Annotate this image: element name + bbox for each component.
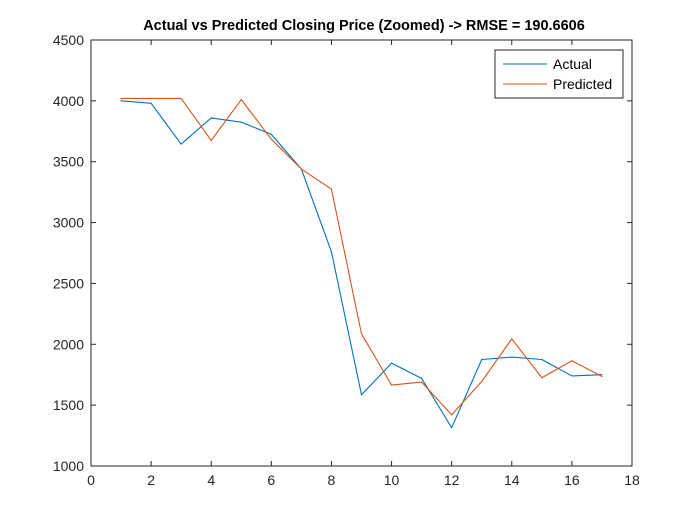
data-point-predicted [481,380,483,383]
series-layer [120,97,603,429]
data-point-predicted [451,414,453,416]
data-point-predicted [541,377,543,379]
data-point-actual [511,356,513,358]
axes-box [90,39,633,467]
x-tick-label: 10 [384,472,400,488]
data-point-actual [451,427,453,429]
data-point-actual [360,394,363,396]
y-tick-label: 4000 [53,93,84,109]
x-tick-label: 4 [207,472,215,488]
legend-label-predicted: Predicted [553,76,612,92]
y-tick-label: 2500 [53,275,84,291]
y-tick-label: 3000 [53,215,84,231]
data-point-actual [240,121,242,123]
data-point-predicted [120,97,122,100]
legend-box [494,49,624,99]
data-point-actual [180,143,182,145]
data-point-predicted [300,168,302,170]
data-point-predicted [601,375,603,378]
data-point-actual [421,377,423,379]
data-point-actual [330,251,333,253]
data-point-predicted [390,384,393,386]
data-point-predicted [421,381,423,383]
data-point-actual [571,375,573,377]
x-tick-label: 12 [444,472,460,488]
y-tick-label: 1000 [53,458,84,474]
plot-area [91,40,632,466]
data-point-actual [481,358,483,361]
data-point-predicted [511,338,513,340]
data-point-predicted [360,333,363,335]
data-point-actual [541,358,543,361]
data-point-predicted [180,97,182,100]
data-point-actual [601,374,603,376]
axes-layer: 0 2 4 6 8 10 12 14 16 18 1000 1500 2000 2500 3000 3500 4… [53,32,640,488]
legend: Actual Predicted [494,49,624,99]
data-point-predicted [240,99,242,101]
x-tick-label: 18 [624,472,640,488]
y-tick-label: 3500 [53,154,84,170]
y-tick-label: 1500 [53,397,84,413]
data-point-actual [390,362,393,364]
data-point-predicted [330,188,333,190]
data-point-predicted [210,139,212,142]
data-point-predicted [150,97,152,100]
x-tick-label: 8 [328,472,336,488]
data-point-actual [120,100,122,102]
data-point-actual [150,102,152,104]
data-point-actual [210,117,212,119]
x-tick-label: 16 [564,472,580,488]
data-point-predicted [571,360,573,362]
x-tick-label: 2 [147,472,155,488]
chart-title: Actual vs Predicted Closing Price (Zoome… [143,18,585,34]
legend-label-actual: Actual [553,56,592,72]
y-tick-label: 2000 [53,336,84,352]
data-point-predicted [270,138,272,140]
data-point-actual [270,133,272,135]
x-tick-label: 0 [87,472,95,488]
y-tick-label: 4500 [53,32,84,48]
x-tick-label: 6 [267,472,275,488]
x-tick-label: 14 [504,472,520,488]
